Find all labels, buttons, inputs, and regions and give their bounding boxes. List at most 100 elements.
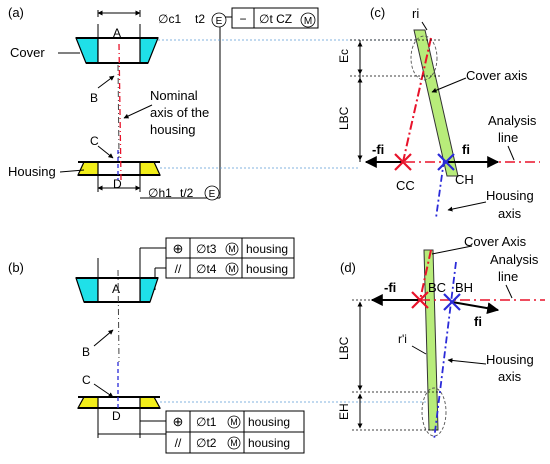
cover-axis-leader-c (431, 77, 467, 93)
ch-label: CH (455, 172, 474, 187)
datum-d-label-a: D (113, 177, 122, 191)
panel-b-label: (b) (8, 260, 24, 275)
housing-axis-leader-c (447, 201, 487, 212)
housing-ref-t3: housing (246, 242, 288, 256)
housing-leader (59, 169, 85, 173)
tol-t4-label: ∅t4 (196, 262, 217, 276)
bh-label: BH (455, 280, 473, 295)
cover-axis-label-d: Cover Axis (464, 234, 527, 249)
housing-ref-t4: housing (246, 262, 288, 276)
panel-a: (a) ∅c1 t2 E − ∅t CZ M A Cov (8, 5, 418, 201)
nominal-axis-b (117, 269, 120, 363)
max-mark-t1: M (230, 417, 238, 427)
datum-a-label-a: A (113, 26, 121, 40)
housing-axis-label-d-1: Housing (486, 352, 534, 367)
minus-fi-label-c: -fi (372, 142, 384, 157)
housing-ref-t1: housing (248, 415, 290, 429)
housing-axis-label-c-2: axis (498, 206, 522, 221)
rpi-label: r'i (398, 332, 407, 346)
housing-ref-t2: housing (248, 436, 290, 450)
cross-bc (411, 291, 429, 309)
analysis-label-c-1: Analysis (488, 113, 537, 128)
tol-t-half-label: t/2 (180, 186, 194, 200)
analysis-label-d-2: line (498, 269, 518, 284)
envelope-circle-top (211, 12, 227, 28)
cross-cc (394, 153, 412, 171)
max-circle-t4 (225, 262, 239, 276)
max-circle-t1 (227, 415, 241, 429)
max-mark-t3: M (228, 244, 236, 254)
analysis-label-d-1: Analysis (490, 252, 539, 267)
max-material-circle-a (300, 12, 316, 28)
ri-label: ri (412, 6, 419, 21)
tol-t2-label: t2 (195, 12, 205, 26)
analysis-label-c-2: line (498, 130, 518, 145)
eh-label: EH (337, 403, 351, 420)
fi-label-d: fi (474, 314, 482, 329)
cover-axis-d (419, 249, 432, 301)
housing-part-b (76, 396, 162, 438)
panel-a-label: (a) (8, 5, 24, 20)
ri-leader (421, 21, 428, 31)
housing-ellipse-d (421, 387, 447, 437)
flatness-box-text: ∅t CZ (259, 12, 292, 26)
cc-label: CC (396, 178, 415, 193)
tol-t2-label-b: ∅t2 (196, 436, 217, 450)
ec-label: Ec (337, 49, 351, 63)
tol-h1-label: ∅h1 (148, 186, 172, 200)
leader-c-a (97, 145, 114, 159)
lbc-label-c: LBC (337, 106, 351, 130)
leader-b-b (93, 329, 114, 347)
position-symbol-top: ⊕ (173, 241, 184, 256)
position-symbol-bottom: ⊕ (173, 414, 184, 429)
cross-ch (437, 153, 455, 171)
analysis-leader-c (507, 145, 515, 161)
max-mark-t2: M (230, 438, 238, 448)
tol-c1-label: ∅c1 (158, 12, 181, 26)
nominal-axis-label-1: Nominal (150, 88, 198, 103)
leader-c-b (93, 383, 114, 398)
cover-part-b (75, 258, 159, 303)
housing-axis-label-c-1: Housing (486, 188, 534, 203)
datum-c-label-b: C (82, 373, 91, 387)
datum-a-label-b: A (112, 282, 120, 296)
nominal-axis-label-3: housing (150, 122, 196, 137)
cover-axis-leader-d (431, 245, 473, 255)
housing-axis-label-d-2: axis (498, 369, 522, 384)
panel-d-label: (d) (340, 260, 356, 275)
panel-a-header-frame (97, 7, 319, 198)
panel-d: (d) Cover Axis Analysis line -fi fi BC B… (337, 234, 545, 441)
tol-t3-label: ∅t3 (196, 242, 217, 256)
panel-b: (b) ⊕ // ∅t3 ∅t4 M M housing housing (8, 237, 440, 454)
panel-c: (c) ri Ec LBC Cover axis -fi fi Analysis… (337, 5, 540, 221)
cover-axis-label-c: Cover axis (466, 68, 528, 83)
analysis-leader-d (505, 284, 513, 299)
envelope-circle-bottom (204, 185, 220, 201)
parallel-symbol-top: // (175, 262, 182, 276)
parallel-symbol-bottom: // (175, 436, 182, 450)
envelope-mark-top: E (216, 16, 223, 27)
nominal-axis-a (117, 64, 120, 159)
cover-ellipse-c (410, 35, 438, 81)
bc-label: BC (428, 280, 446, 295)
datum-c-label-a: C (90, 134, 99, 148)
leader-nominal-axis (123, 104, 153, 119)
datum-b-label-b: B (82, 345, 90, 359)
cover-axis-c (402, 37, 432, 163)
cross-bh (443, 293, 461, 311)
tol-t1-label: ∅t1 (196, 415, 217, 429)
max-circle-t2 (227, 436, 241, 450)
beam-d (423, 249, 439, 431)
envelope-mark-bottom: E (209, 189, 216, 200)
leader-b-a (97, 75, 115, 89)
housing-axis-c (435, 159, 445, 219)
cover-label: Cover (10, 45, 45, 60)
nominal-axis-label-2: axis of the (150, 105, 209, 120)
lbc-label-d: LBC (337, 336, 351, 360)
housing-axis-leader-d (447, 357, 487, 365)
housing-label: Housing (8, 164, 56, 179)
minus-fi-label-d: -fi (384, 280, 396, 295)
force-fi-d (451, 301, 500, 315)
datum-d-label-b: D (112, 409, 121, 423)
